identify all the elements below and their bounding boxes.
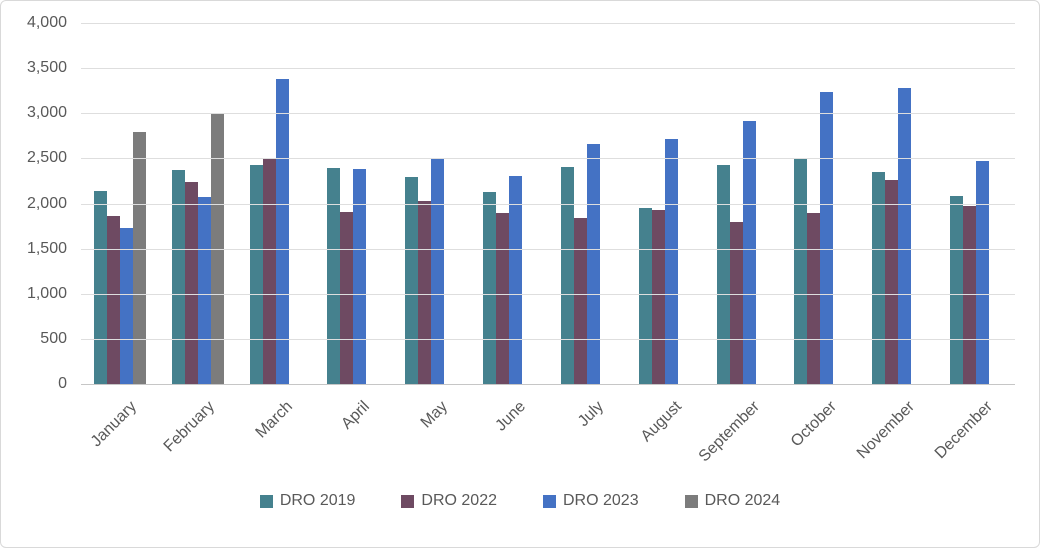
y-axis-tick-label: 0 <box>58 375 67 392</box>
bar-dro-2022-june[interactable] <box>496 212 510 384</box>
bar-group-april <box>314 23 392 384</box>
bar-dro-2023-july[interactable] <box>586 143 600 384</box>
x-axis-label-october: October <box>788 398 841 451</box>
x-axis-label-january: January <box>87 398 140 451</box>
legend-swatch-icon <box>684 494 698 508</box>
bar-group-november <box>859 23 937 384</box>
bar-dro-2023-december[interactable] <box>976 161 990 384</box>
y-axis-tick-label: 3,500 <box>26 59 67 77</box>
bar-dro-2024-january[interactable] <box>132 132 146 384</box>
legend-item-dro-2022[interactable]: DRO 2022 <box>401 493 497 509</box>
gridline <box>81 68 1015 70</box>
bar-group-october <box>781 23 859 384</box>
x-axis-label-november: November <box>854 398 919 463</box>
x-axis-label-august: August <box>637 398 685 446</box>
bar-group-june <box>470 23 548 384</box>
bar-dro-2023-november[interactable] <box>898 88 912 384</box>
bar-dro-2019-june[interactable] <box>483 191 497 384</box>
gridline <box>81 23 1015 24</box>
bar-dro-2022-may[interactable] <box>418 200 432 384</box>
x-axis-label-february: February <box>160 398 218 456</box>
legend-swatch-icon <box>543 494 556 508</box>
bar-dro-2023-january[interactable] <box>119 227 133 384</box>
x-axis-label-july: July <box>574 398 607 431</box>
x-axis-label-march: March <box>252 398 296 442</box>
bar-group-february <box>159 23 237 384</box>
bar-dro-2019-january[interactable] <box>93 190 107 384</box>
bar-dro-2022-february[interactable] <box>184 181 198 384</box>
legend-label: DRO 2022 <box>421 492 497 509</box>
legend-label: DRO 2024 <box>704 492 781 509</box>
legend-item-dro-2023[interactable]: DRO 2023 <box>543 493 639 509</box>
gridline <box>81 158 1015 160</box>
bar-dro-2019-september[interactable] <box>716 164 730 384</box>
bar-dro-2023-june[interactable] <box>509 175 523 384</box>
bar-dro-2024-february[interactable] <box>210 113 224 384</box>
bar-group-august <box>626 23 704 384</box>
y-axis-tick-label: 500 <box>40 329 67 347</box>
bar-dro-2019-november[interactable] <box>872 171 886 384</box>
bar-dro-2023-august[interactable] <box>664 139 678 384</box>
legend-item-dro-2019[interactable]: DRO 2019 <box>259 492 356 509</box>
gridline <box>81 203 1015 205</box>
bar-dro-2019-december[interactable] <box>950 196 964 384</box>
legend-swatch-icon <box>401 494 415 508</box>
y-axis-tick-label: 1,000 <box>26 284 67 302</box>
legend-label: DRO 2019 <box>279 492 356 509</box>
legend-swatch-icon <box>259 494 273 508</box>
y-axis-tick-label: 3,000 <box>26 104 67 122</box>
y-axis-tick-label: 1,500 <box>26 239 67 257</box>
bar-dro-2019-july[interactable] <box>560 167 574 384</box>
bar-group-january <box>81 23 159 384</box>
x-axis-label-may: May <box>417 398 452 432</box>
bar-dro-2022-january[interactable] <box>106 216 120 384</box>
bar-dro-2022-november[interactable] <box>885 180 899 384</box>
gridline <box>81 248 1015 250</box>
y-axis-tick-label: 2,500 <box>26 149 67 167</box>
bar-dro-2022-july[interactable] <box>573 217 587 384</box>
bar-dro-2019-october[interactable] <box>794 157 808 384</box>
bars-row <box>81 23 1015 384</box>
bar-dro-2022-april[interactable] <box>340 211 354 384</box>
x-axis-line <box>81 384 1015 385</box>
gridline <box>81 293 1015 295</box>
bar-dro-2022-september[interactable] <box>729 221 743 384</box>
bar-dro-2019-may[interactable] <box>405 177 419 384</box>
x-axis-label-june: June <box>492 398 530 435</box>
x-axis-label-december: December <box>931 398 997 463</box>
bar-dro-2022-october[interactable] <box>807 213 821 384</box>
y-axis-tick-label: 2,000 <box>26 194 67 212</box>
bar-dro-2023-october[interactable] <box>820 91 834 384</box>
legend-label: DRO 2023 <box>563 492 639 509</box>
bar-dro-2022-august[interactable] <box>651 209 665 384</box>
bar-group-may <box>392 23 470 384</box>
bar-dro-2022-march[interactable] <box>262 158 276 384</box>
bar-group-march <box>237 23 315 384</box>
x-axis-label-april: April <box>338 398 374 433</box>
bar-group-september <box>704 23 782 384</box>
bar-dro-2023-march[interactable] <box>275 79 289 384</box>
bar-dro-2023-february[interactable] <box>197 197 211 384</box>
legend-item-dro-2024[interactable]: DRO 2024 <box>684 492 781 509</box>
bar-dro-2023-may[interactable] <box>431 158 445 384</box>
legend: DRO 2019 DRO 2022 DRO 2023 DRO 2024 <box>1 493 1039 509</box>
bar-dro-2019-april[interactable] <box>327 168 341 384</box>
y-axis-tick-label: 4,000 <box>26 14 67 31</box>
bar-dro-2019-march[interactable] <box>249 164 263 384</box>
bar-dro-2023-april[interactable] <box>353 169 367 384</box>
bar-dro-2023-september[interactable] <box>742 121 756 384</box>
x-axis-label-september: September <box>695 398 763 466</box>
bar-dro-2019-august[interactable] <box>638 208 652 384</box>
gridline <box>81 113 1015 115</box>
bar-dro-2019-february[interactable] <box>171 170 185 384</box>
bar-dro-2022-december[interactable] <box>963 206 977 384</box>
gridline <box>81 338 1015 340</box>
plot-area <box>81 23 1015 385</box>
